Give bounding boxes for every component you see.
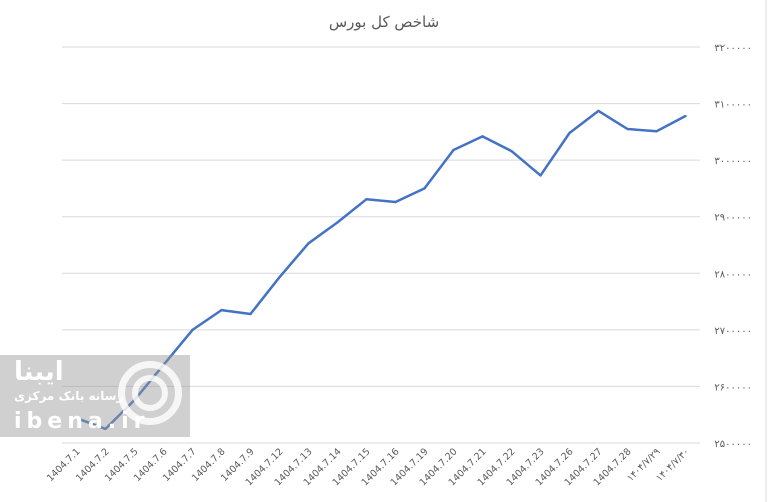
data-point — [510, 149, 513, 153]
data-point — [191, 328, 194, 332]
y-tick-label: ۳۲۰۰۰۰۰ — [714, 43, 752, 54]
data-point — [365, 197, 368, 201]
data-point — [162, 363, 165, 367]
data-point — [684, 114, 687, 118]
series-line — [76, 109, 687, 431]
data-point — [133, 398, 136, 402]
y-tick-label: ۳۰۰۰۰۰۰ — [714, 156, 752, 167]
data-point — [307, 242, 310, 245]
data-point — [568, 131, 571, 135]
data-point — [539, 174, 542, 177]
data-point — [655, 130, 658, 133]
chart-title: شاخص کل بورس — [329, 13, 439, 31]
data-point — [278, 276, 281, 279]
y-tick-label: ۲۸۰۰۰۰۰ — [714, 269, 752, 280]
data-point — [597, 109, 600, 113]
data-point — [394, 200, 397, 204]
data-point — [626, 127, 629, 131]
data-point — [220, 308, 223, 312]
y-tick-label: ۲۷۰۰۰۰۰ — [714, 326, 752, 337]
data-point — [423, 187, 426, 190]
y-tick-label: ۳۱۰۰۰۰۰ — [714, 100, 752, 111]
data-point — [249, 312, 252, 316]
y-tick-label: ۲۵۰۰۰۰۰ — [714, 439, 752, 450]
data-point — [452, 148, 455, 152]
data-point — [104, 427, 107, 431]
data-point — [75, 416, 78, 420]
data-point — [336, 221, 339, 224]
data-point — [481, 135, 484, 138]
y-tick-label: ۲۹۰۰۰۰۰ — [714, 213, 752, 224]
y-tick-label: ۲۶۰۰۰۰۰ — [714, 382, 752, 393]
